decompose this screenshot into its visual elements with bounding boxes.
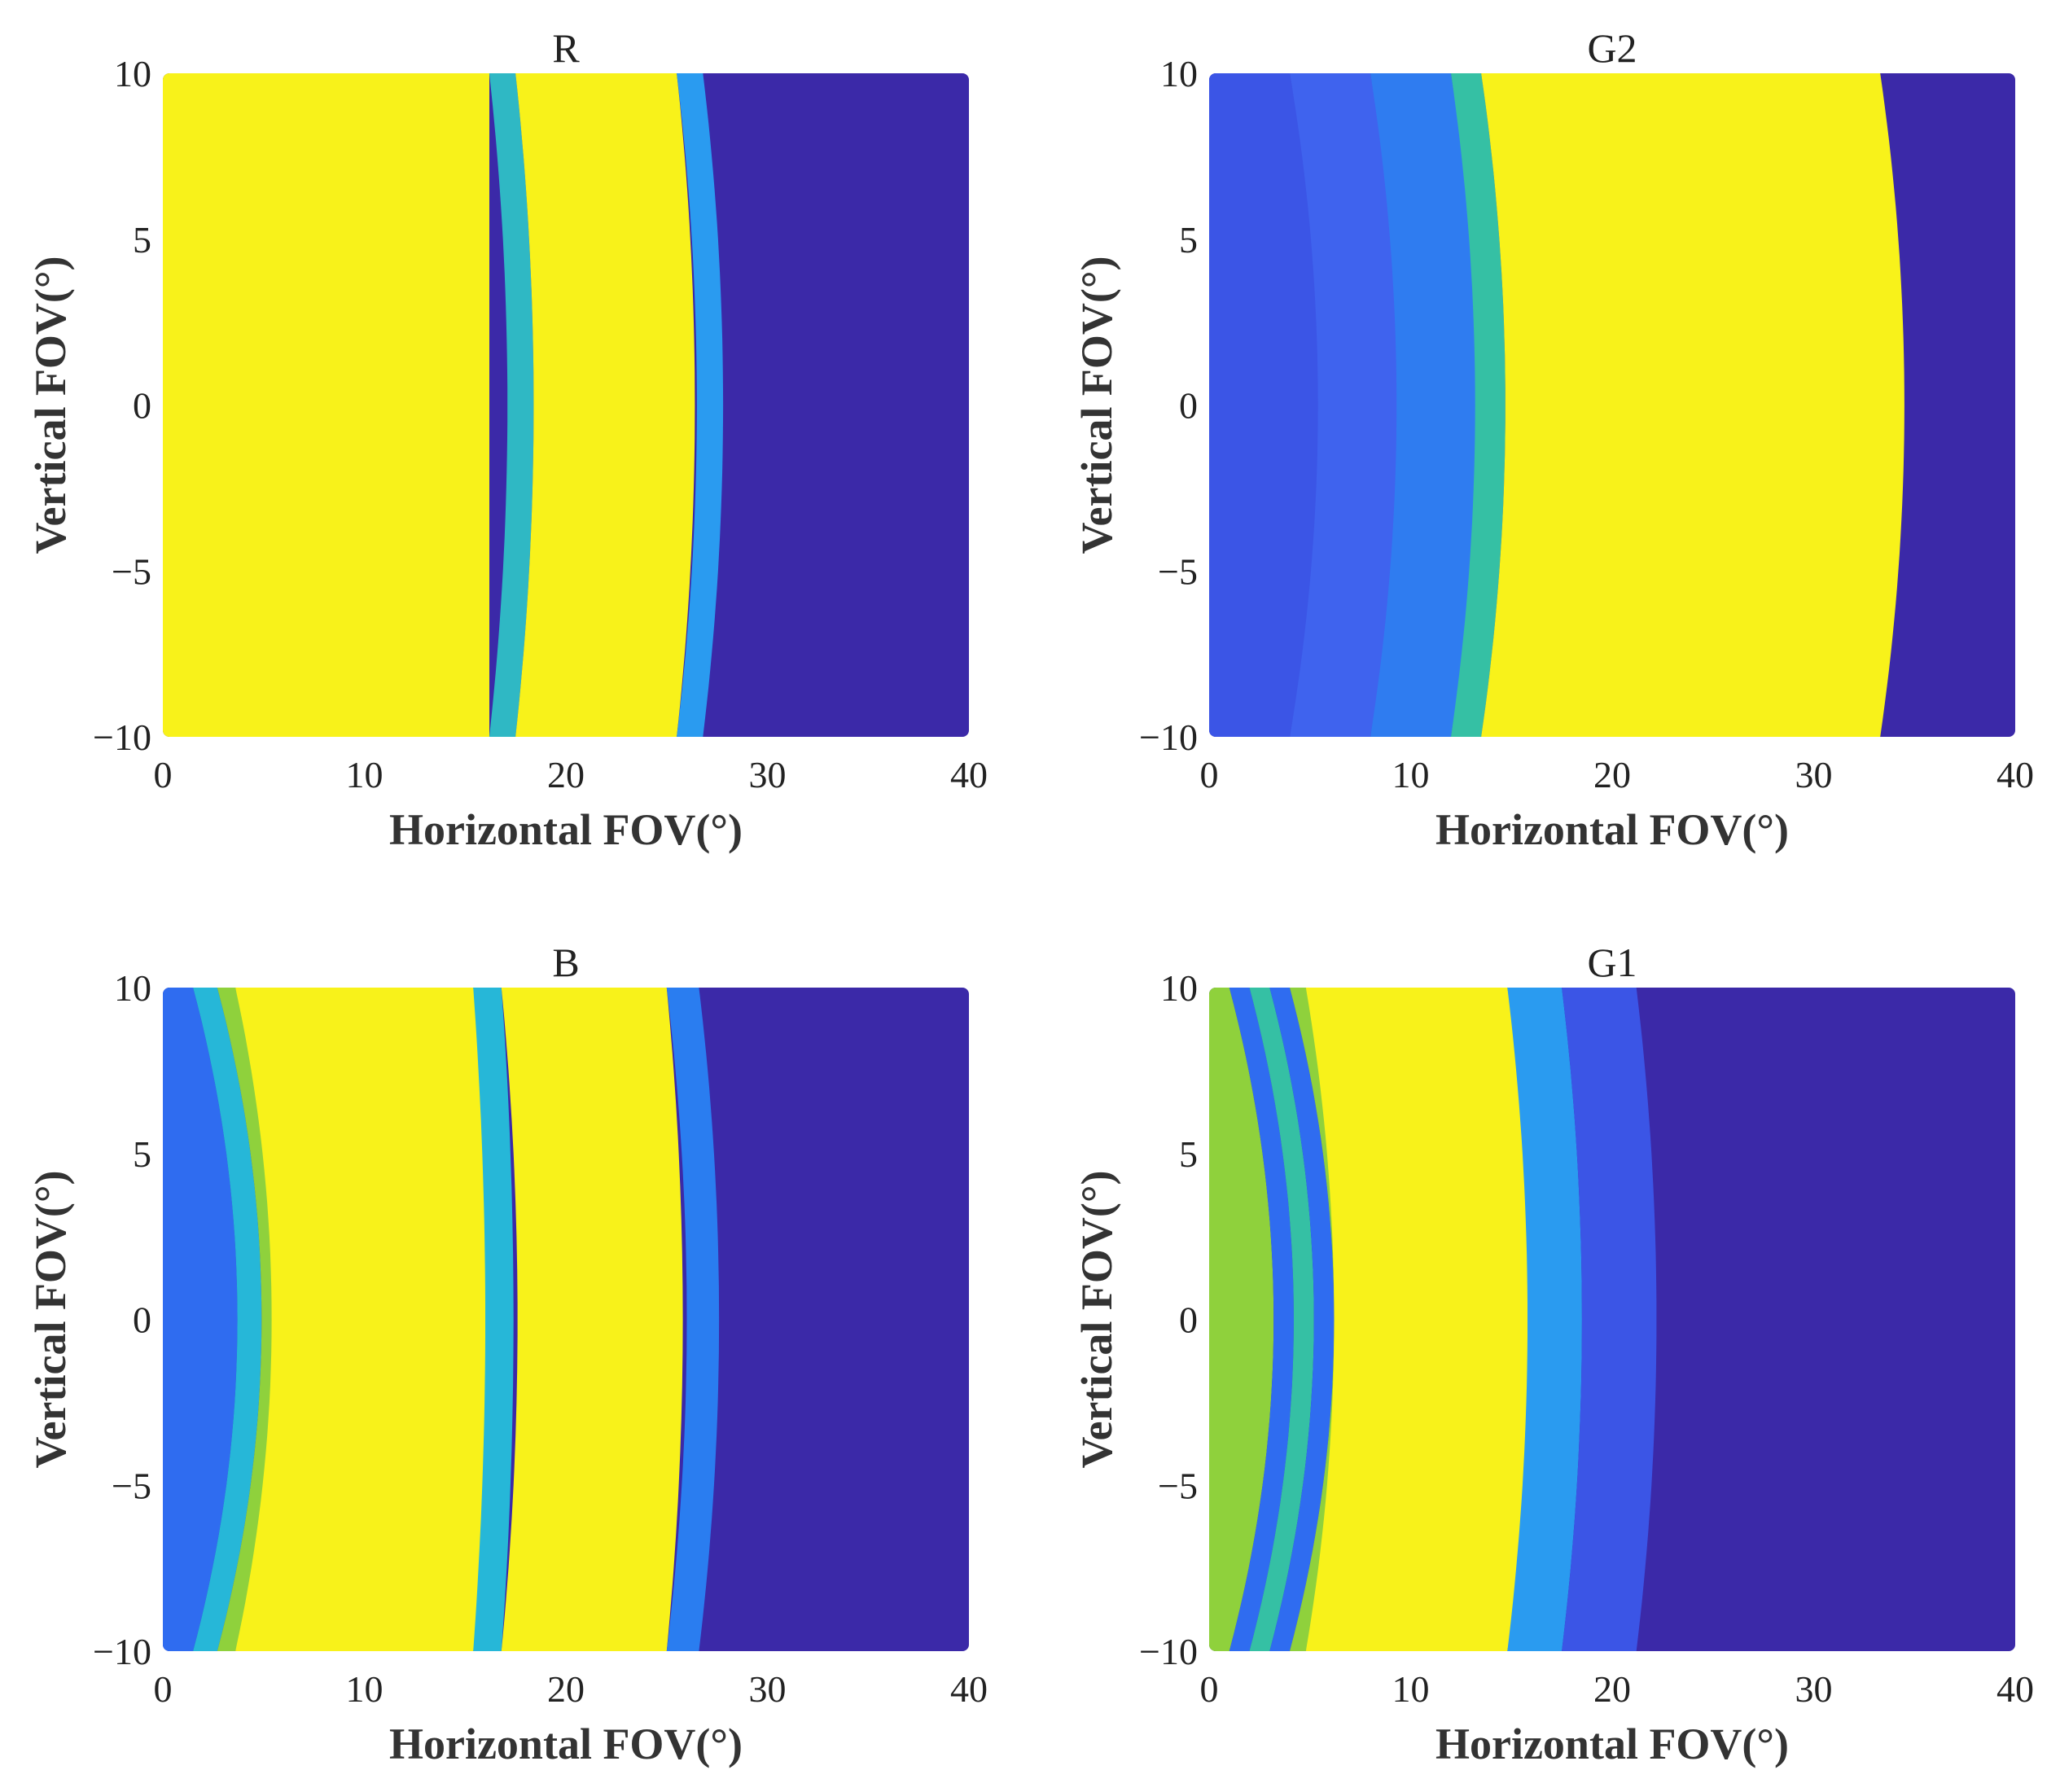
y-tick-label-b: −10 — [93, 1631, 151, 1672]
y-tick-label-r: 0 — [133, 385, 151, 427]
y-tick-label-g2: 10 — [1160, 53, 1198, 94]
band-g2-2 — [1370, 73, 1478, 737]
x-tick-label-g1: 40 — [1996, 1668, 2034, 1710]
x-tick-label-b: 10 — [346, 1668, 384, 1710]
heatmap-panel-g2: G2 0 10 20 30 40 10 5 0 −5 −10 Horizontal FOV(°) Ver… — [1072, 25, 2034, 854]
y-tick-label-g1: −10 — [1139, 1631, 1198, 1672]
y-tick-label-b: 0 — [133, 1299, 151, 1341]
band-g1-7 — [1562, 988, 1657, 1651]
y-tick-label-g2: −5 — [1158, 550, 1198, 592]
x-tick-label-g1: 0 — [1200, 1668, 1219, 1710]
y-tick-label-g1: 10 — [1160, 967, 1198, 1009]
band-r-2 — [515, 73, 695, 737]
band-g2-4 — [1481, 73, 1904, 737]
y-tick-label-g1: 5 — [1179, 1133, 1198, 1175]
band-b-6 — [666, 988, 720, 1651]
y-tick-label-r: −5 — [112, 550, 151, 592]
band-r-3 — [677, 73, 724, 737]
x-tick-label-b: 0 — [154, 1668, 173, 1710]
x-tick-label-r: 30 — [749, 754, 787, 795]
band-b-3 — [235, 988, 510, 1651]
panel-title-b: B — [552, 940, 579, 985]
y-axis-label-g2: Vertical FOV(°) — [1072, 256, 1121, 554]
band-g1-2 — [1249, 988, 1314, 1651]
band-b-0 — [163, 988, 238, 1651]
band-b-5 — [501, 988, 683, 1651]
band-r-1 — [489, 73, 534, 737]
x-tick-label-b: 20 — [547, 1668, 585, 1710]
x-tick-label-r: 10 — [346, 754, 384, 795]
band-g2-1 — [1290, 73, 1399, 737]
x-axis-label-r: Horizontal FOV(°) — [389, 805, 743, 854]
band-g1-5 — [1305, 988, 1536, 1651]
panel-title-r: R — [552, 25, 580, 71]
y-tick-label-r: 10 — [114, 53, 151, 94]
band-g2-3 — [1451, 73, 1506, 737]
heatmap-panel-g1: G1 0 10 20 30 40 10 5 0 −5 −10 Horizontal FOV(°) Ver… — [1072, 940, 2034, 1768]
x-tick-label-g1: 30 — [1795, 1668, 1833, 1710]
x-axis-label-g2: Horizontal FOV(°) — [1435, 805, 1789, 854]
y-tick-label-g2: 5 — [1179, 219, 1198, 261]
band-g1-0 — [1209, 988, 1274, 1651]
band-g2-0 — [1209, 73, 1321, 737]
x-tick-label-g2: 30 — [1795, 754, 1833, 795]
x-tick-label-g2: 10 — [1392, 754, 1430, 795]
x-tick-label-r: 40 — [950, 754, 988, 795]
band-g1-1 — [1229, 988, 1294, 1651]
y-tick-label-b: −5 — [112, 1465, 151, 1506]
y-tick-label-g1: 0 — [1179, 1299, 1198, 1341]
x-axis-label-b: Horizontal FOV(°) — [389, 1720, 743, 1768]
x-tick-label-g1: 20 — [1593, 1668, 1631, 1710]
panel-title-g2: G2 — [1587, 25, 1637, 71]
x-tick-label-g2: 0 — [1200, 754, 1219, 795]
y-tick-label-r: −10 — [93, 716, 151, 758]
y-axis-label-r: Vertical FOV(°) — [26, 256, 75, 554]
x-axis-label-g1: Horizontal FOV(°) — [1435, 1720, 1789, 1768]
heatmap-panel-r: R 0 10 20 30 40 10 5 0 −5 −10 Horizontal FOV(°) Vert… — [26, 25, 988, 854]
x-tick-label-r: 0 — [154, 754, 173, 795]
y-tick-label-g2: 0 — [1179, 385, 1198, 427]
x-tick-label-g2: 20 — [1593, 754, 1631, 795]
heatmap-panel-b: B 0 10 20 30 40 10 5 0 −5 −10 Horizontal FOV(°) Vert… — [26, 940, 988, 1768]
y-tick-label-g1: −5 — [1158, 1465, 1198, 1506]
panel-title-g1: G1 — [1587, 940, 1637, 985]
x-tick-label-r: 20 — [547, 754, 585, 795]
band-b-1 — [193, 988, 262, 1651]
x-tick-label-g1: 10 — [1392, 1668, 1430, 1710]
band-b-4 — [473, 988, 514, 1651]
band-g1-6 — [1507, 988, 1582, 1651]
x-tick-label-g2: 40 — [1996, 754, 2034, 795]
y-axis-label-b: Vertical FOV(°) — [26, 1171, 75, 1469]
x-tick-label-b: 30 — [749, 1668, 787, 1710]
y-tick-label-g2: −10 — [1139, 716, 1198, 758]
band-g1-3 — [1269, 988, 1335, 1651]
y-tick-label-r: 5 — [133, 219, 151, 261]
band-r-0 — [163, 73, 489, 737]
y-tick-label-b: 10 — [114, 967, 151, 1009]
y-tick-label-b: 5 — [133, 1133, 151, 1175]
y-axis-label-g1: Vertical FOV(°) — [1072, 1171, 1121, 1469]
x-tick-label-b: 40 — [950, 1668, 988, 1710]
